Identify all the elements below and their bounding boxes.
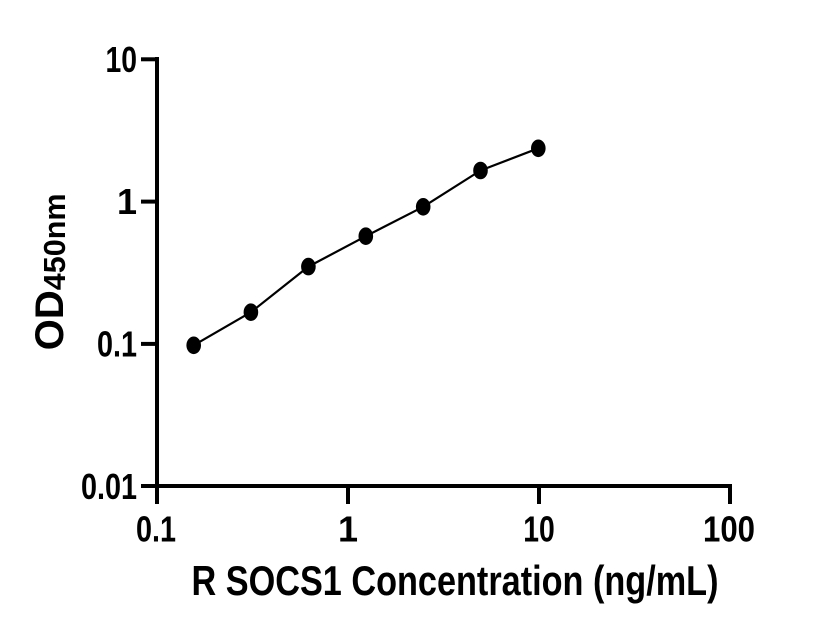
- svg-text:OD450nm: OD450nm: [28, 194, 72, 351]
- svg-text:10: 10: [106, 39, 138, 80]
- svg-text:100: 100: [703, 509, 755, 550]
- svg-text:0.01: 0.01: [81, 466, 137, 507]
- svg-text:1: 1: [117, 181, 137, 222]
- svg-text:0.1: 0.1: [136, 509, 176, 550]
- svg-text:1: 1: [338, 509, 358, 550]
- svg-text:0.1: 0.1: [97, 323, 137, 364]
- svg-text:10: 10: [523, 509, 555, 550]
- svg-text:R SOCS1 Concentration (ng/mL): R SOCS1 Concentration (ng/mL): [192, 557, 719, 604]
